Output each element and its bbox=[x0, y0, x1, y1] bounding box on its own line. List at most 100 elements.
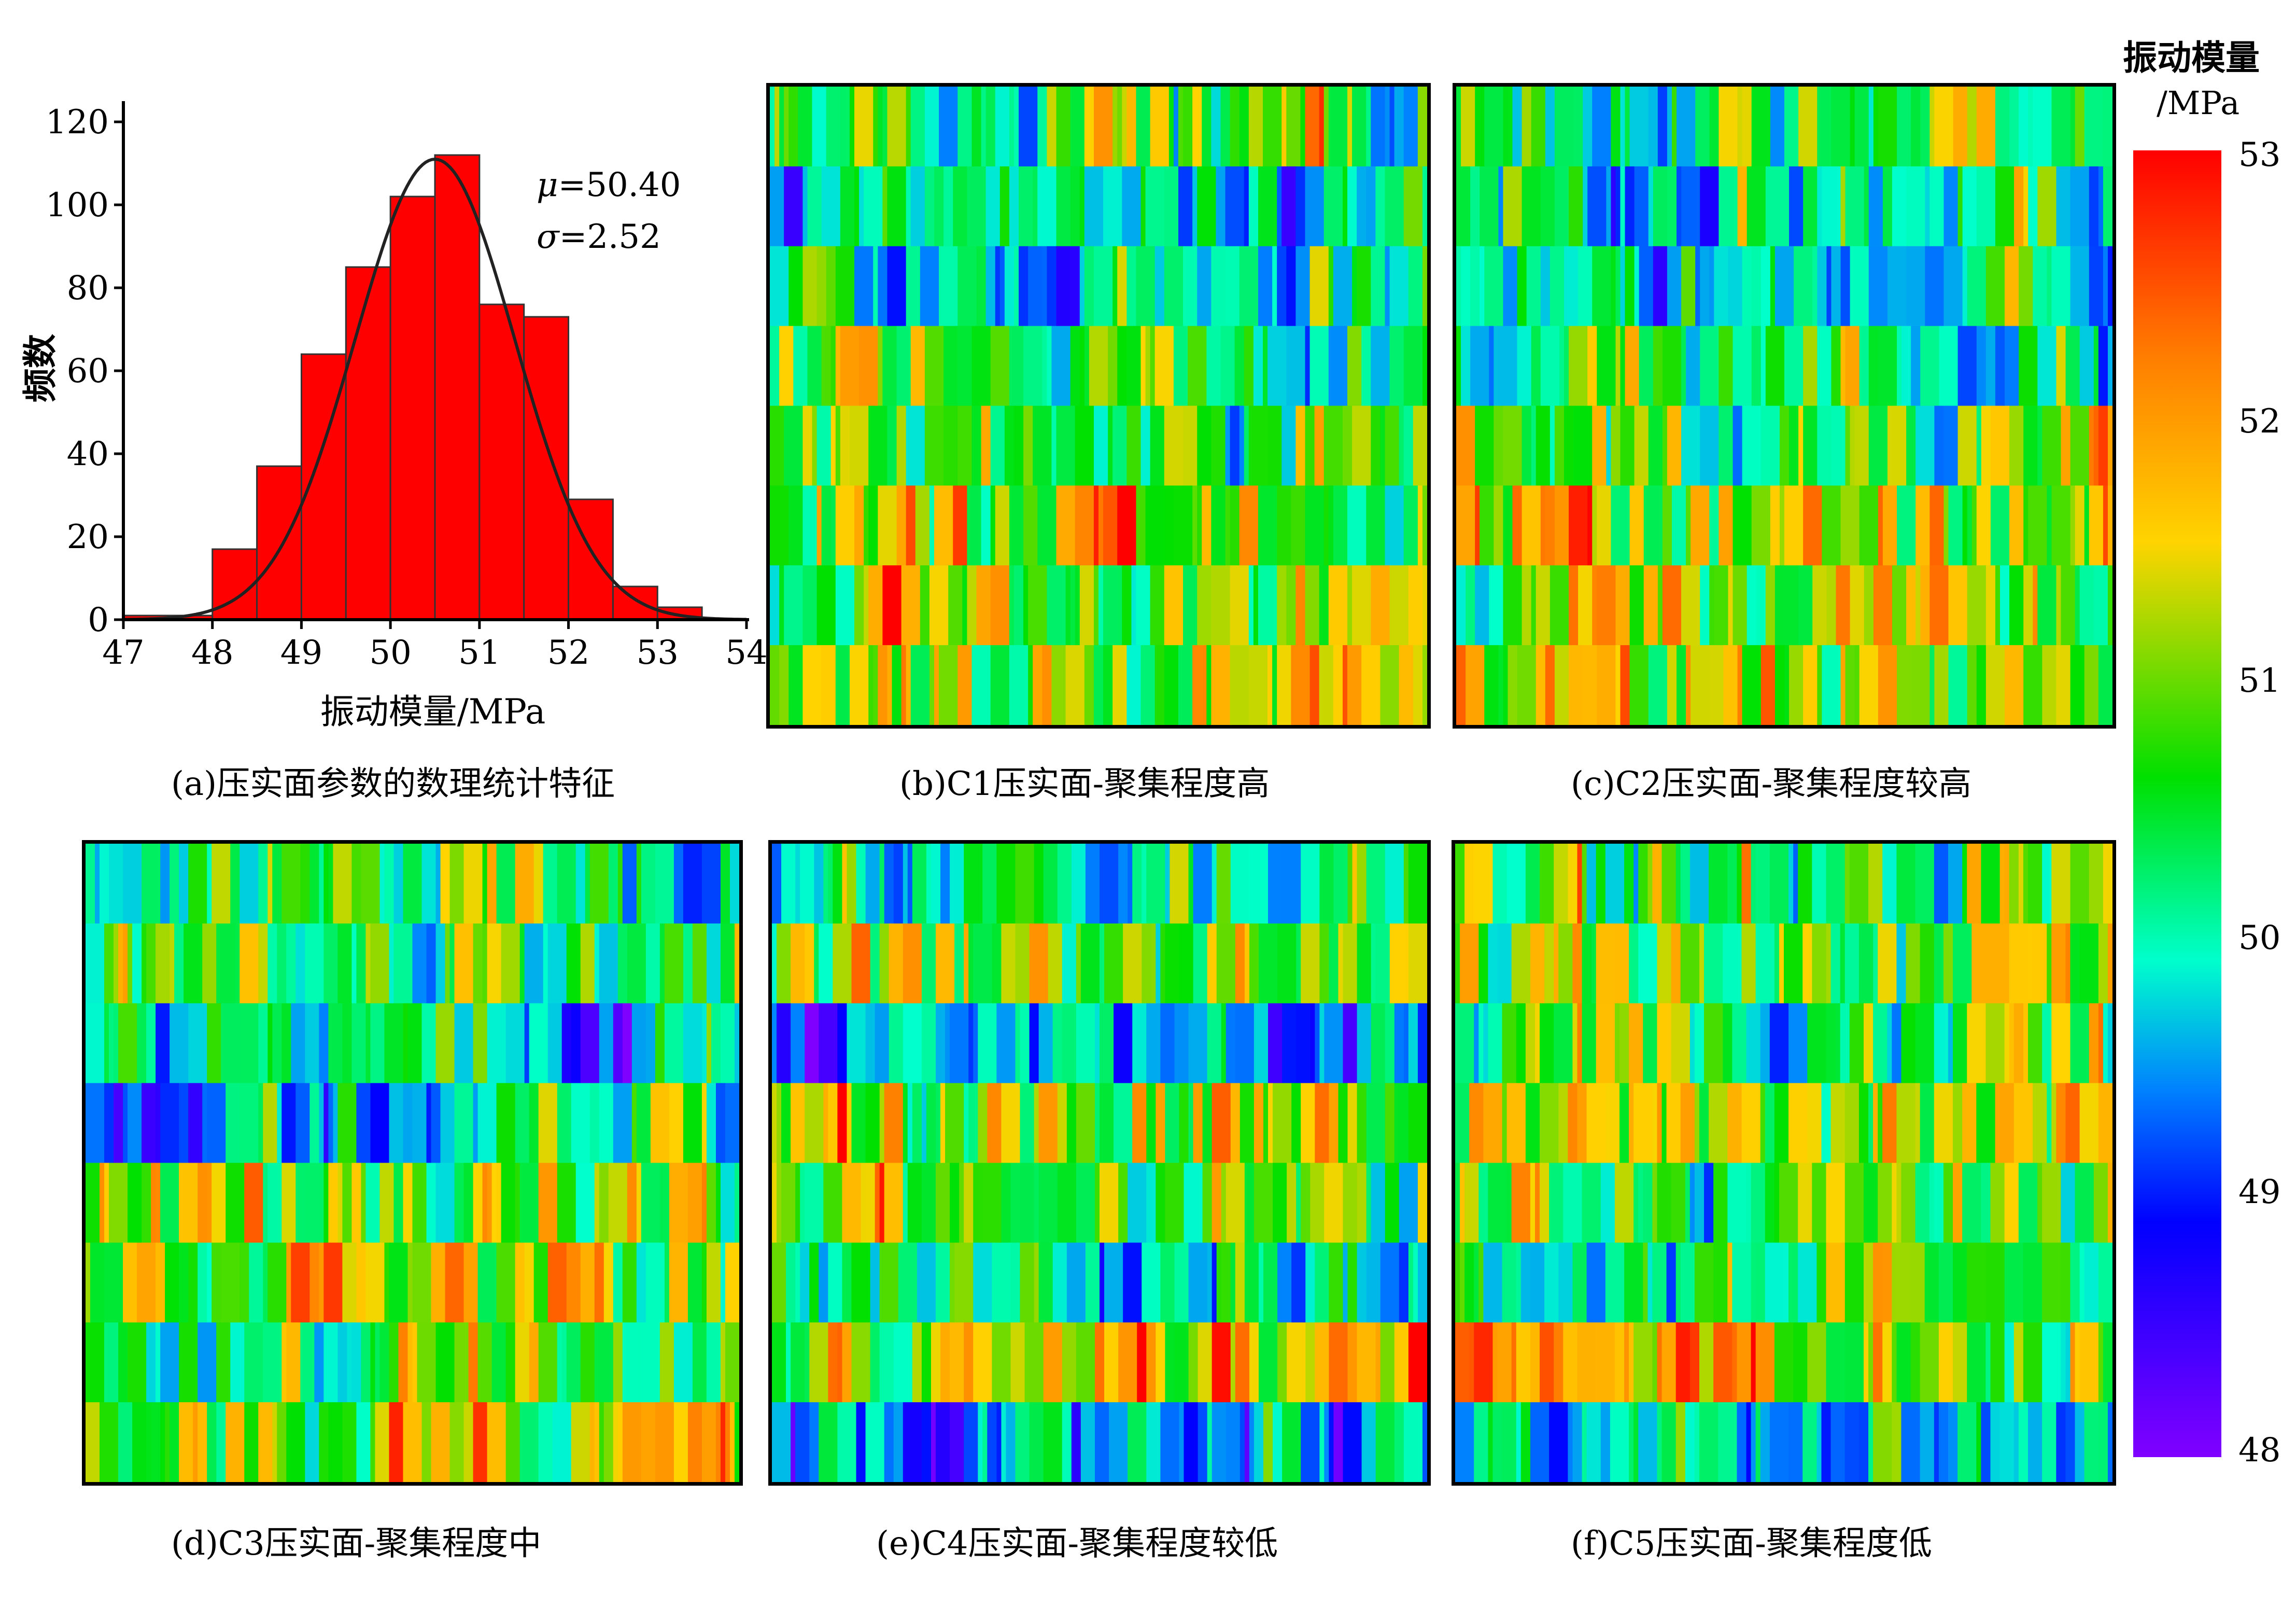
heatmap-cell bbox=[1611, 166, 1616, 248]
heatmap-cell bbox=[791, 923, 805, 1005]
heatmap-cell bbox=[1474, 1402, 1488, 1482]
heatmap-cell bbox=[1831, 246, 1841, 328]
heatmap-cell bbox=[1192, 87, 1202, 168]
heatmap-cell bbox=[1065, 565, 1071, 647]
heatmap-cell bbox=[1357, 923, 1372, 1005]
heatmap-cell bbox=[1020, 1242, 1035, 1324]
heatmap-cell bbox=[1004, 406, 1015, 487]
heatmap-cell bbox=[1170, 844, 1189, 925]
heatmap-cell bbox=[802, 246, 818, 328]
heatmap-cell bbox=[1999, 565, 2010, 647]
heatmap-cell bbox=[1624, 844, 1634, 925]
heatmap-cell bbox=[1100, 844, 1119, 925]
heatmap-cell bbox=[1323, 87, 1329, 168]
heatmap-cell bbox=[599, 1003, 614, 1085]
heatmap-cell bbox=[431, 1242, 446, 1324]
heatmap-cell bbox=[1253, 1083, 1264, 1165]
heatmap-cell bbox=[1100, 1003, 1114, 1085]
heatmap-cell bbox=[389, 923, 394, 1005]
heatmap-cell bbox=[1502, 1242, 1517, 1324]
heatmap-cell bbox=[903, 844, 908, 925]
heatmap-cell bbox=[641, 1402, 656, 1482]
heatmap-cell bbox=[1840, 246, 1851, 328]
heatmap-cell bbox=[791, 1322, 805, 1404]
heatmap-cell bbox=[978, 1003, 997, 1085]
heatmap-cell bbox=[1653, 326, 1663, 408]
heatmap-cell bbox=[1456, 406, 1475, 487]
heatmap-cell bbox=[1291, 485, 1305, 567]
heatmap-cell bbox=[305, 923, 324, 1005]
heatmap-cell bbox=[1029, 1003, 1039, 1085]
heatmap-cell bbox=[1858, 1083, 1869, 1165]
heatmap-cell bbox=[706, 1242, 721, 1324]
heatmap-cell bbox=[1056, 485, 1076, 567]
heatmap-cell bbox=[819, 1402, 838, 1482]
heatmap-cell bbox=[1328, 326, 1348, 408]
x-tick-label: 49 bbox=[280, 634, 322, 672]
heatmap-cell bbox=[1769, 1402, 1789, 1482]
heatmap-cell bbox=[777, 1003, 791, 1085]
heatmap-cell bbox=[1503, 87, 1508, 168]
heatmap-cell bbox=[1478, 923, 1488, 1005]
heatmap-cell bbox=[779, 645, 789, 725]
heatmap-cell bbox=[1456, 87, 1461, 168]
heatmap-cell bbox=[272, 844, 282, 925]
heatmap-cell bbox=[659, 1322, 674, 1404]
heatmap-cell bbox=[1995, 166, 2015, 248]
heatmap-cell bbox=[1699, 1402, 1719, 1482]
heatmap-cell bbox=[351, 1003, 366, 1085]
heatmap-cell bbox=[1029, 1402, 1044, 1482]
heatmap-cell bbox=[791, 1083, 805, 1165]
heatmap-cell bbox=[1305, 1322, 1315, 1404]
heatmap-cell bbox=[1680, 844, 1691, 925]
heatmap-cell bbox=[1629, 1003, 1643, 1085]
heatmap-cell bbox=[1098, 485, 1104, 567]
heatmap-cell bbox=[1934, 923, 1944, 1005]
heatmap-cell bbox=[1258, 1322, 1278, 1404]
heatmap-cell bbox=[2098, 406, 2108, 487]
heatmap-cell bbox=[1531, 406, 1537, 487]
heatmap-cell bbox=[957, 87, 972, 168]
heatmap-cell bbox=[1020, 1003, 1030, 1085]
heatmap-cell bbox=[1686, 645, 1691, 725]
heatmap-cell bbox=[1389, 326, 1404, 408]
heatmap-cell bbox=[1694, 1083, 1700, 1165]
heatmap-cell bbox=[2004, 1322, 2015, 1404]
heatmap-cell bbox=[146, 1322, 156, 1404]
heatmap-cell bbox=[1173, 87, 1179, 168]
heatmap-cell bbox=[1197, 246, 1212, 328]
heatmap-cell bbox=[174, 923, 184, 1005]
heatmap-cell bbox=[1249, 923, 1259, 1005]
heatmap-cell bbox=[828, 844, 833, 925]
heatmap-cell bbox=[1494, 326, 1499, 408]
heatmap-cell bbox=[1615, 565, 1630, 647]
heatmap-cell bbox=[137, 1003, 147, 1085]
heatmap-cell bbox=[835, 565, 855, 647]
heatmap-cell bbox=[1794, 246, 1813, 328]
heatmap-cell bbox=[1051, 406, 1057, 487]
heatmap-cell bbox=[884, 1402, 894, 1482]
sigma-annotation: σ=2.52 bbox=[537, 218, 661, 256]
heatmap-cell bbox=[1873, 1003, 1887, 1085]
heatmap-cell bbox=[258, 1402, 273, 1482]
heatmap-cell bbox=[1273, 1402, 1283, 1482]
heatmap-cell bbox=[985, 166, 1001, 248]
heatmap-cell bbox=[1394, 1003, 1404, 1085]
heatmap-cell bbox=[128, 1083, 142, 1165]
heatmap-cell bbox=[645, 1242, 665, 1324]
heatmap-cell bbox=[1197, 565, 1212, 647]
heatmap-cell bbox=[1967, 87, 1977, 168]
heatmap-cell bbox=[2107, 406, 2112, 487]
heatmap-cell bbox=[1385, 87, 1390, 168]
heatmap-cell bbox=[1352, 844, 1358, 925]
heatmap-cell bbox=[240, 1242, 249, 1324]
heatmap-cell bbox=[1347, 1322, 1358, 1404]
heatmap-cell bbox=[1577, 1322, 1597, 1404]
heatmap-cell bbox=[1029, 923, 1049, 1005]
heatmap-cell bbox=[1671, 1003, 1691, 1085]
heatmap-cell bbox=[1540, 1083, 1559, 1165]
heatmap-cell bbox=[2033, 246, 2047, 328]
heatmap-cell bbox=[356, 1083, 371, 1165]
colorbar-tick: 53 bbox=[2238, 136, 2281, 174]
heatmap-cell bbox=[1206, 326, 1221, 408]
